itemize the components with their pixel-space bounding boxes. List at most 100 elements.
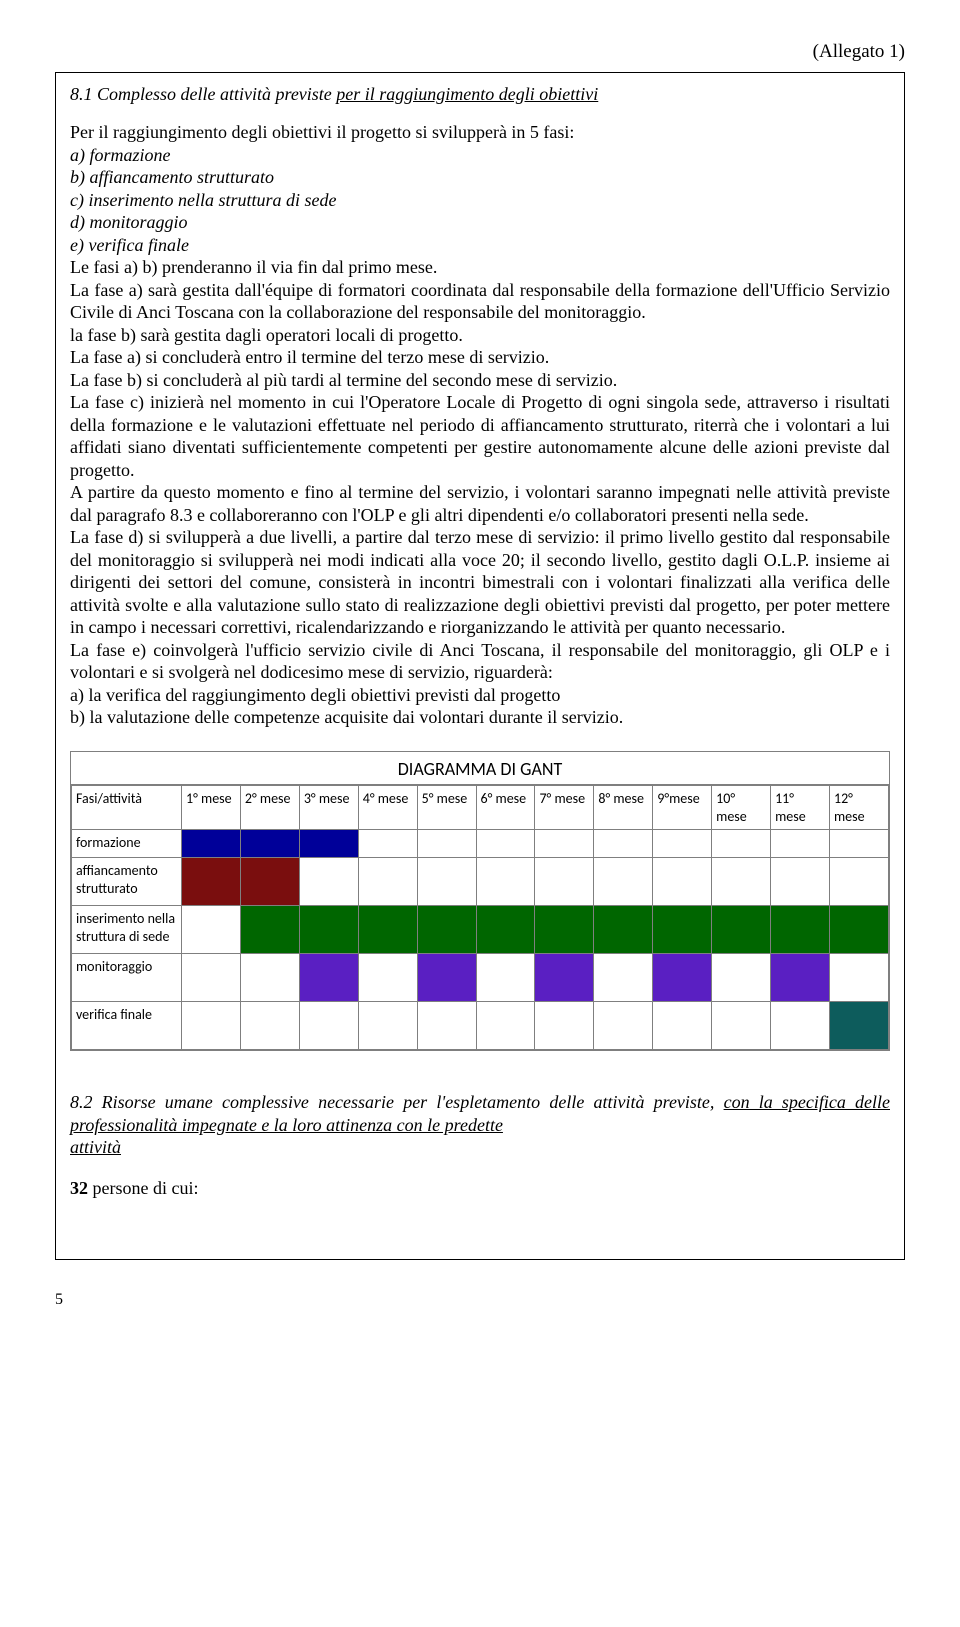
gantt-cell <box>535 954 594 1002</box>
gantt-col-label: Fasi/attività <box>72 786 182 830</box>
gantt-cell <box>182 830 241 858</box>
section-title: 8.1 Complesso delle attività previste pe… <box>70 83 890 106</box>
gantt-cell <box>417 858 476 906</box>
gantt-cell <box>476 1002 535 1050</box>
intro: Per il raggiungimento degli obiettivi il… <box>70 121 890 144</box>
p7: A partire da questo momento e fino al te… <box>70 481 890 526</box>
gantt-cell <box>417 954 476 1002</box>
gantt-row: verifica finale <box>72 1002 889 1050</box>
gantt-cell <box>829 906 888 954</box>
footer-prefix: 8.2 Risorse umane complessive necessarie… <box>70 1092 724 1112</box>
gantt-cell <box>240 830 299 858</box>
p6: La fase c) inizierà nel momento in cui l… <box>70 391 890 481</box>
gantt-row-label: verifica finale <box>72 1002 182 1050</box>
gantt-cell <box>829 954 888 1002</box>
gantt-cell <box>299 954 358 1002</box>
gantt-table: Fasi/attività 1° mese2° mese3° mese4° me… <box>71 785 889 1050</box>
gantt-cell <box>417 906 476 954</box>
section-title-prefix: 8.1 Complesso delle attività previste <box>70 84 336 104</box>
gantt-cell <box>594 830 653 858</box>
annex-label: (Allegato 1) <box>55 40 905 64</box>
gantt-row: formazione <box>72 830 889 858</box>
gantt-cell <box>594 954 653 1002</box>
footer-underline2: attività <box>70 1137 121 1157</box>
gantt-cell <box>653 858 712 906</box>
phase-a: a) formazione <box>70 144 890 167</box>
p11: b) la valutazione delle competenze acqui… <box>70 706 890 729</box>
gantt-row: monitoraggio <box>72 954 889 1002</box>
gantt-cell <box>771 1002 830 1050</box>
gantt-col-9: 9°mese <box>653 786 712 830</box>
gantt-cell <box>417 830 476 858</box>
gantt-cell <box>476 830 535 858</box>
p10: a) la verifica del raggiungimento degli … <box>70 684 890 707</box>
gantt-body: formazioneaffiancamento strutturatoinser… <box>72 830 889 1050</box>
gantt-cell <box>653 954 712 1002</box>
p5: La fase b) si concluderà al più tardi al… <box>70 369 890 392</box>
p8: La fase d) si svilupperà a due livelli, … <box>70 526 890 639</box>
gantt-cell <box>358 830 417 858</box>
gantt-cell <box>771 906 830 954</box>
gantt-cell <box>712 954 771 1002</box>
gantt-col-2: 2° mese <box>240 786 299 830</box>
p3: la fase b) sarà gestita dagli operatori … <box>70 324 890 347</box>
body-text: Per il raggiungimento degli obiettivi il… <box>70 121 890 729</box>
gantt-col-12: 12° mese <box>829 786 888 830</box>
gantt-cell <box>712 906 771 954</box>
footer-count-num: 32 <box>70 1178 88 1198</box>
gantt-col-11: 11° mese <box>771 786 830 830</box>
gantt-title: DIAGRAMMA DI GANT <box>71 752 889 786</box>
p9: La fase e) coinvolgerà l'ufficio servizi… <box>70 639 890 684</box>
phase-c: c) inserimento nella struttura di sede <box>70 189 890 212</box>
gantt-col-4: 4° mese <box>358 786 417 830</box>
gantt-row-label: affiancamento strutturato <box>72 858 182 906</box>
p1: Le fasi a) b) prenderanno il via fin dal… <box>70 256 890 279</box>
footer-section: 8.2 Risorse umane complessive necessarie… <box>70 1091 890 1199</box>
gantt-cell <box>829 1002 888 1050</box>
gantt-cell <box>771 954 830 1002</box>
gantt-cell <box>653 830 712 858</box>
gantt-cell <box>182 906 241 954</box>
gantt-col-8: 8° mese <box>594 786 653 830</box>
gantt-cell <box>358 1002 417 1050</box>
gantt-cell <box>476 906 535 954</box>
gantt-cell <box>182 1002 241 1050</box>
gantt-cell <box>299 830 358 858</box>
gantt-col-1: 1° mese <box>182 786 241 830</box>
gantt-row-label: formazione <box>72 830 182 858</box>
gantt-cell <box>417 1002 476 1050</box>
gantt-cell <box>535 858 594 906</box>
gantt-header-row: Fasi/attività 1° mese2° mese3° mese4° me… <box>72 786 889 830</box>
gantt-cell <box>299 1002 358 1050</box>
footer-count-suffix: persone di cui: <box>88 1178 198 1198</box>
gantt-cell <box>182 954 241 1002</box>
gantt-cell <box>829 858 888 906</box>
phase-d: d) monitoraggio <box>70 211 890 234</box>
gantt-cell <box>476 858 535 906</box>
p4: La fase a) si concluderà entro il termin… <box>70 346 890 369</box>
gantt-cell <box>299 906 358 954</box>
gantt-cell <box>358 858 417 906</box>
phase-b: b) affiancamento strutturato <box>70 166 890 189</box>
gantt-cell <box>594 1002 653 1050</box>
gantt-cell <box>712 1002 771 1050</box>
gantt-row-label: monitoraggio <box>72 954 182 1002</box>
footer-count: 32 persone di cui: <box>70 1177 890 1200</box>
gantt-cell <box>535 830 594 858</box>
gantt-cell <box>653 1002 712 1050</box>
gantt-cell <box>829 830 888 858</box>
gantt-cell <box>712 830 771 858</box>
gantt-col-3: 3° mese <box>299 786 358 830</box>
gantt-col-10: 10° mese <box>712 786 771 830</box>
gantt-cell <box>358 954 417 1002</box>
gantt-cell <box>182 858 241 906</box>
gantt-cell <box>240 1002 299 1050</box>
gantt-cell <box>771 830 830 858</box>
gantt-chart: DIAGRAMMA DI GANT Fasi/attività 1° mese2… <box>70 751 890 1052</box>
gantt-row: inserimento nella struttura di sede <box>72 906 889 954</box>
gantt-row-label: inserimento nella struttura di sede <box>72 906 182 954</box>
gantt-cell <box>476 954 535 1002</box>
gantt-cell <box>299 858 358 906</box>
p2: La fase a) sarà gestita dall'équipe di f… <box>70 279 890 324</box>
gantt-cell <box>240 954 299 1002</box>
